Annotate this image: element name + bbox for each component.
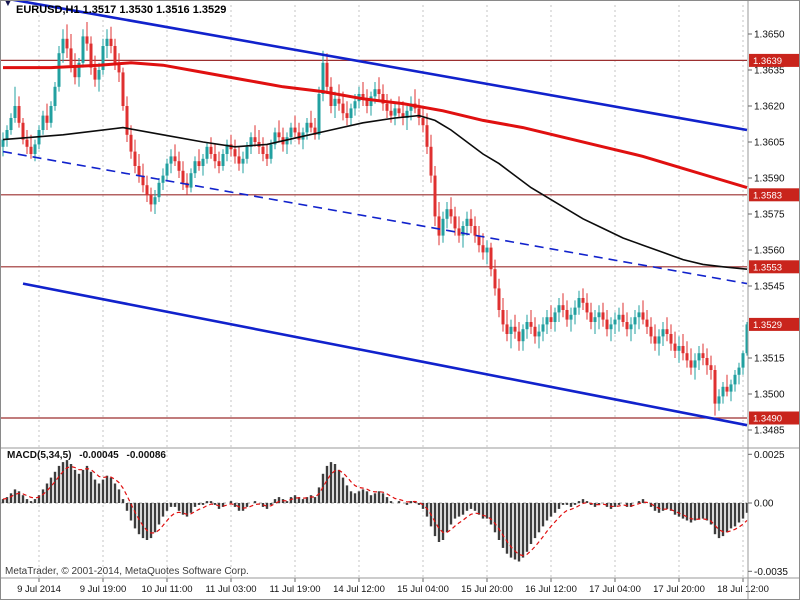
price-axis-label: 1.3620 (754, 102, 785, 113)
price-label-boxes: 1.3639 1.3583 1.3553 1.3529 1.3490 (749, 53, 799, 425)
price-axis-label: 1.3485 (754, 426, 785, 437)
current-price-box (749, 317, 799, 331)
time-axis-label: 9 Jul 19:00 (80, 584, 126, 595)
time-axis-label: 17 Jul 04:00 (589, 584, 641, 595)
price-axis-label: 1.3560 (754, 246, 785, 257)
price-box-label: 1.3490 (753, 414, 782, 425)
moving-averages-layer (2, 61, 748, 270)
macd-value-signal: -0.00086 (126, 450, 166, 461)
macd-axis-label: -0.0035 (754, 567, 788, 578)
price-axis-label: 1.3590 (754, 174, 785, 185)
price-box-label: 1.3529 (753, 320, 782, 331)
time-axis-label: 9 Jul 2014 (17, 584, 61, 595)
price-axis-label: 1.3500 (754, 390, 785, 401)
time-axis-label: 18 Jul 12:00 (717, 584, 769, 595)
time-axis-label: 15 Jul 20:00 (461, 584, 513, 595)
time-axis-label: 17 Jul 20:00 (653, 584, 705, 595)
level-price-box (749, 411, 799, 425)
time-axis-label: 11 Jul 03:00 (205, 584, 256, 595)
macd-axis-label: 0.0025 (754, 450, 785, 461)
price-axis-label: 1.3545 (754, 282, 785, 293)
level-price-box (749, 188, 799, 202)
macd-indicator-label: MACD(5,34,5) -0.00045 -0.00086 (7, 450, 171, 461)
macd-axis-label: 0.00 (754, 499, 774, 510)
time-axis-label: 15 Jul 04:00 (397, 584, 449, 595)
macd-value-main: -0.00045 (79, 450, 119, 461)
time-axis-label: 14 Jul 12:00 (333, 584, 385, 595)
candles-layer (1, 22, 749, 416)
grid-layer (1, 5, 747, 578)
price-axis-label: 1.3575 (754, 210, 785, 221)
chart-corner-marker-icon: ▼ (3, 0, 13, 9)
time-axis-label: 10 Jul 11:00 (141, 584, 192, 595)
chart-title: EURUSD,H1 1.3517 1.3530 1.3516 1.3529 (16, 4, 227, 16)
level-price-box (749, 53, 799, 67)
price-box-label: 1.3639 (753, 56, 782, 67)
macd-name: MACD(5,34,5) (7, 450, 72, 461)
price-axis-label: 1.3650 (754, 30, 785, 41)
level-price-box (749, 260, 799, 274)
price-box-label: 1.3553 (753, 262, 782, 273)
price-axis-label: 1.3635 (754, 66, 785, 77)
macd-layer (1, 460, 749, 562)
time-axis-label: 11 Jul 19:00 (269, 584, 320, 595)
copyright-text: MetaTrader, © 2001-2014, MetaQuotes Soft… (5, 566, 249, 577)
price-axis-label: 1.3605 (754, 138, 785, 149)
trend-channel-layer (2, 1, 748, 427)
price-axis-label: 1.3515 (754, 354, 785, 365)
price-box-label: 1.3583 (753, 190, 782, 201)
horizontal-level-lines (1, 59, 747, 419)
time-axis-label: 16 Jul 12:00 (525, 584, 577, 595)
